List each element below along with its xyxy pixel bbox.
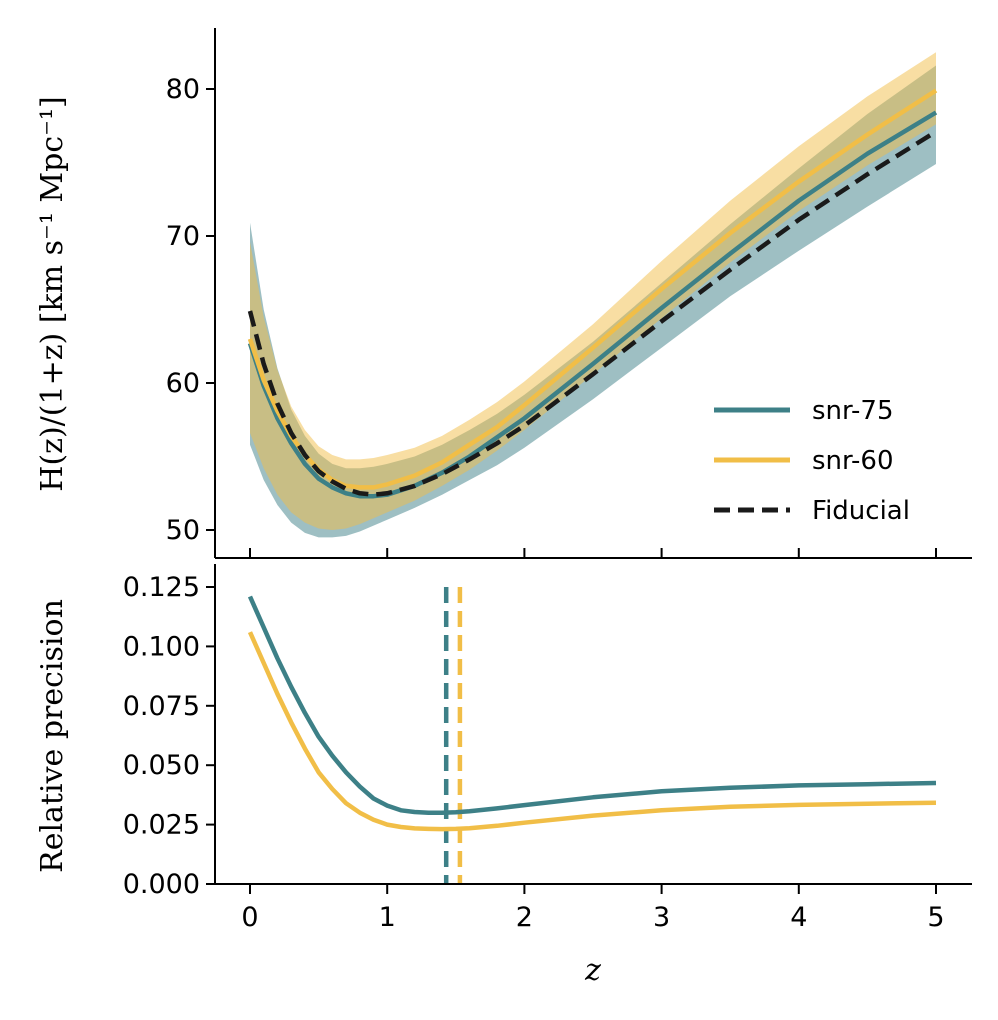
legend-entry-fiducial: Fiducial — [714, 496, 910, 526]
bottom-x-ticks: 0 1 2 3 4 5 — [241, 884, 945, 933]
bottom-y-axis-label: Relative precision — [35, 599, 70, 873]
bottom-panel: 0.000 0.025 0.050 0.075 0.100 0.125 0 1 2 3 4 5 Re… — [35, 564, 972, 988]
line-fiducial — [247, 129, 938, 497]
top-y-tick-label: 70 — [166, 221, 200, 252]
bottom-y-tick-label: 0.100 — [123, 631, 200, 662]
top-lines — [247, 88, 938, 499]
bottom-vertical-lines — [443, 587, 463, 884]
bottom-y-tick-label: 0.000 — [123, 869, 200, 900]
bottom-x-tick-label: 1 — [379, 902, 396, 933]
legend-label-snr-75: snr-75 — [812, 396, 894, 426]
legend-label-snr-60: snr-60 — [812, 446, 894, 476]
bottom-x-tick-label: 3 — [653, 902, 670, 933]
line-snr-60 — [247, 88, 938, 490]
legend-entry-snr-60: snr-60 — [714, 446, 894, 476]
legend-label-fiducial: Fiducial — [812, 496, 910, 526]
bottom-y-tick-label: 0.125 — [123, 572, 200, 603]
precision-line-snr-75 — [247, 595, 937, 815]
top-panel: 50 60 70 80 H(z)/(1+z) [km s⁻¹ Mpc⁻¹] snr-7… — [35, 28, 972, 559]
legend-entry-snr-75: snr-75 — [714, 396, 894, 426]
bottom-y-tick-label: 0.075 — [123, 691, 200, 722]
top-y-tick-label: 50 — [166, 515, 200, 546]
band-snr-60 — [250, 52, 936, 531]
bottom-x-tick-label: 5 — [927, 902, 944, 933]
bottom-y-tick-label: 0.025 — [123, 810, 200, 841]
x-axis-label: z — [584, 953, 601, 988]
top-y-tick-label: 60 — [166, 368, 200, 399]
top-y-tick-label: 80 — [166, 74, 200, 105]
legend: snr-75 snr-60 Fiducial — [714, 396, 910, 526]
top-confidence-bands — [250, 52, 936, 538]
top-x-ticks — [249, 548, 937, 558]
precision-line-snr-60 — [247, 631, 937, 832]
bottom-y-ticks: 0.000 0.025 0.050 0.075 0.100 0.125 — [123, 572, 215, 900]
bottom-y-tick-label: 0.050 — [123, 750, 200, 781]
bottom-lines — [247, 595, 937, 832]
bottom-x-tick-label: 2 — [516, 902, 533, 933]
top-y-ticks: 50 60 70 80 — [166, 74, 215, 546]
top-y-axis-label: H(z)/(1+z) [km s⁻¹ Mpc⁻¹] — [35, 96, 70, 491]
bottom-x-tick-label: 4 — [790, 902, 807, 933]
bottom-x-tick-label: 0 — [241, 902, 258, 933]
